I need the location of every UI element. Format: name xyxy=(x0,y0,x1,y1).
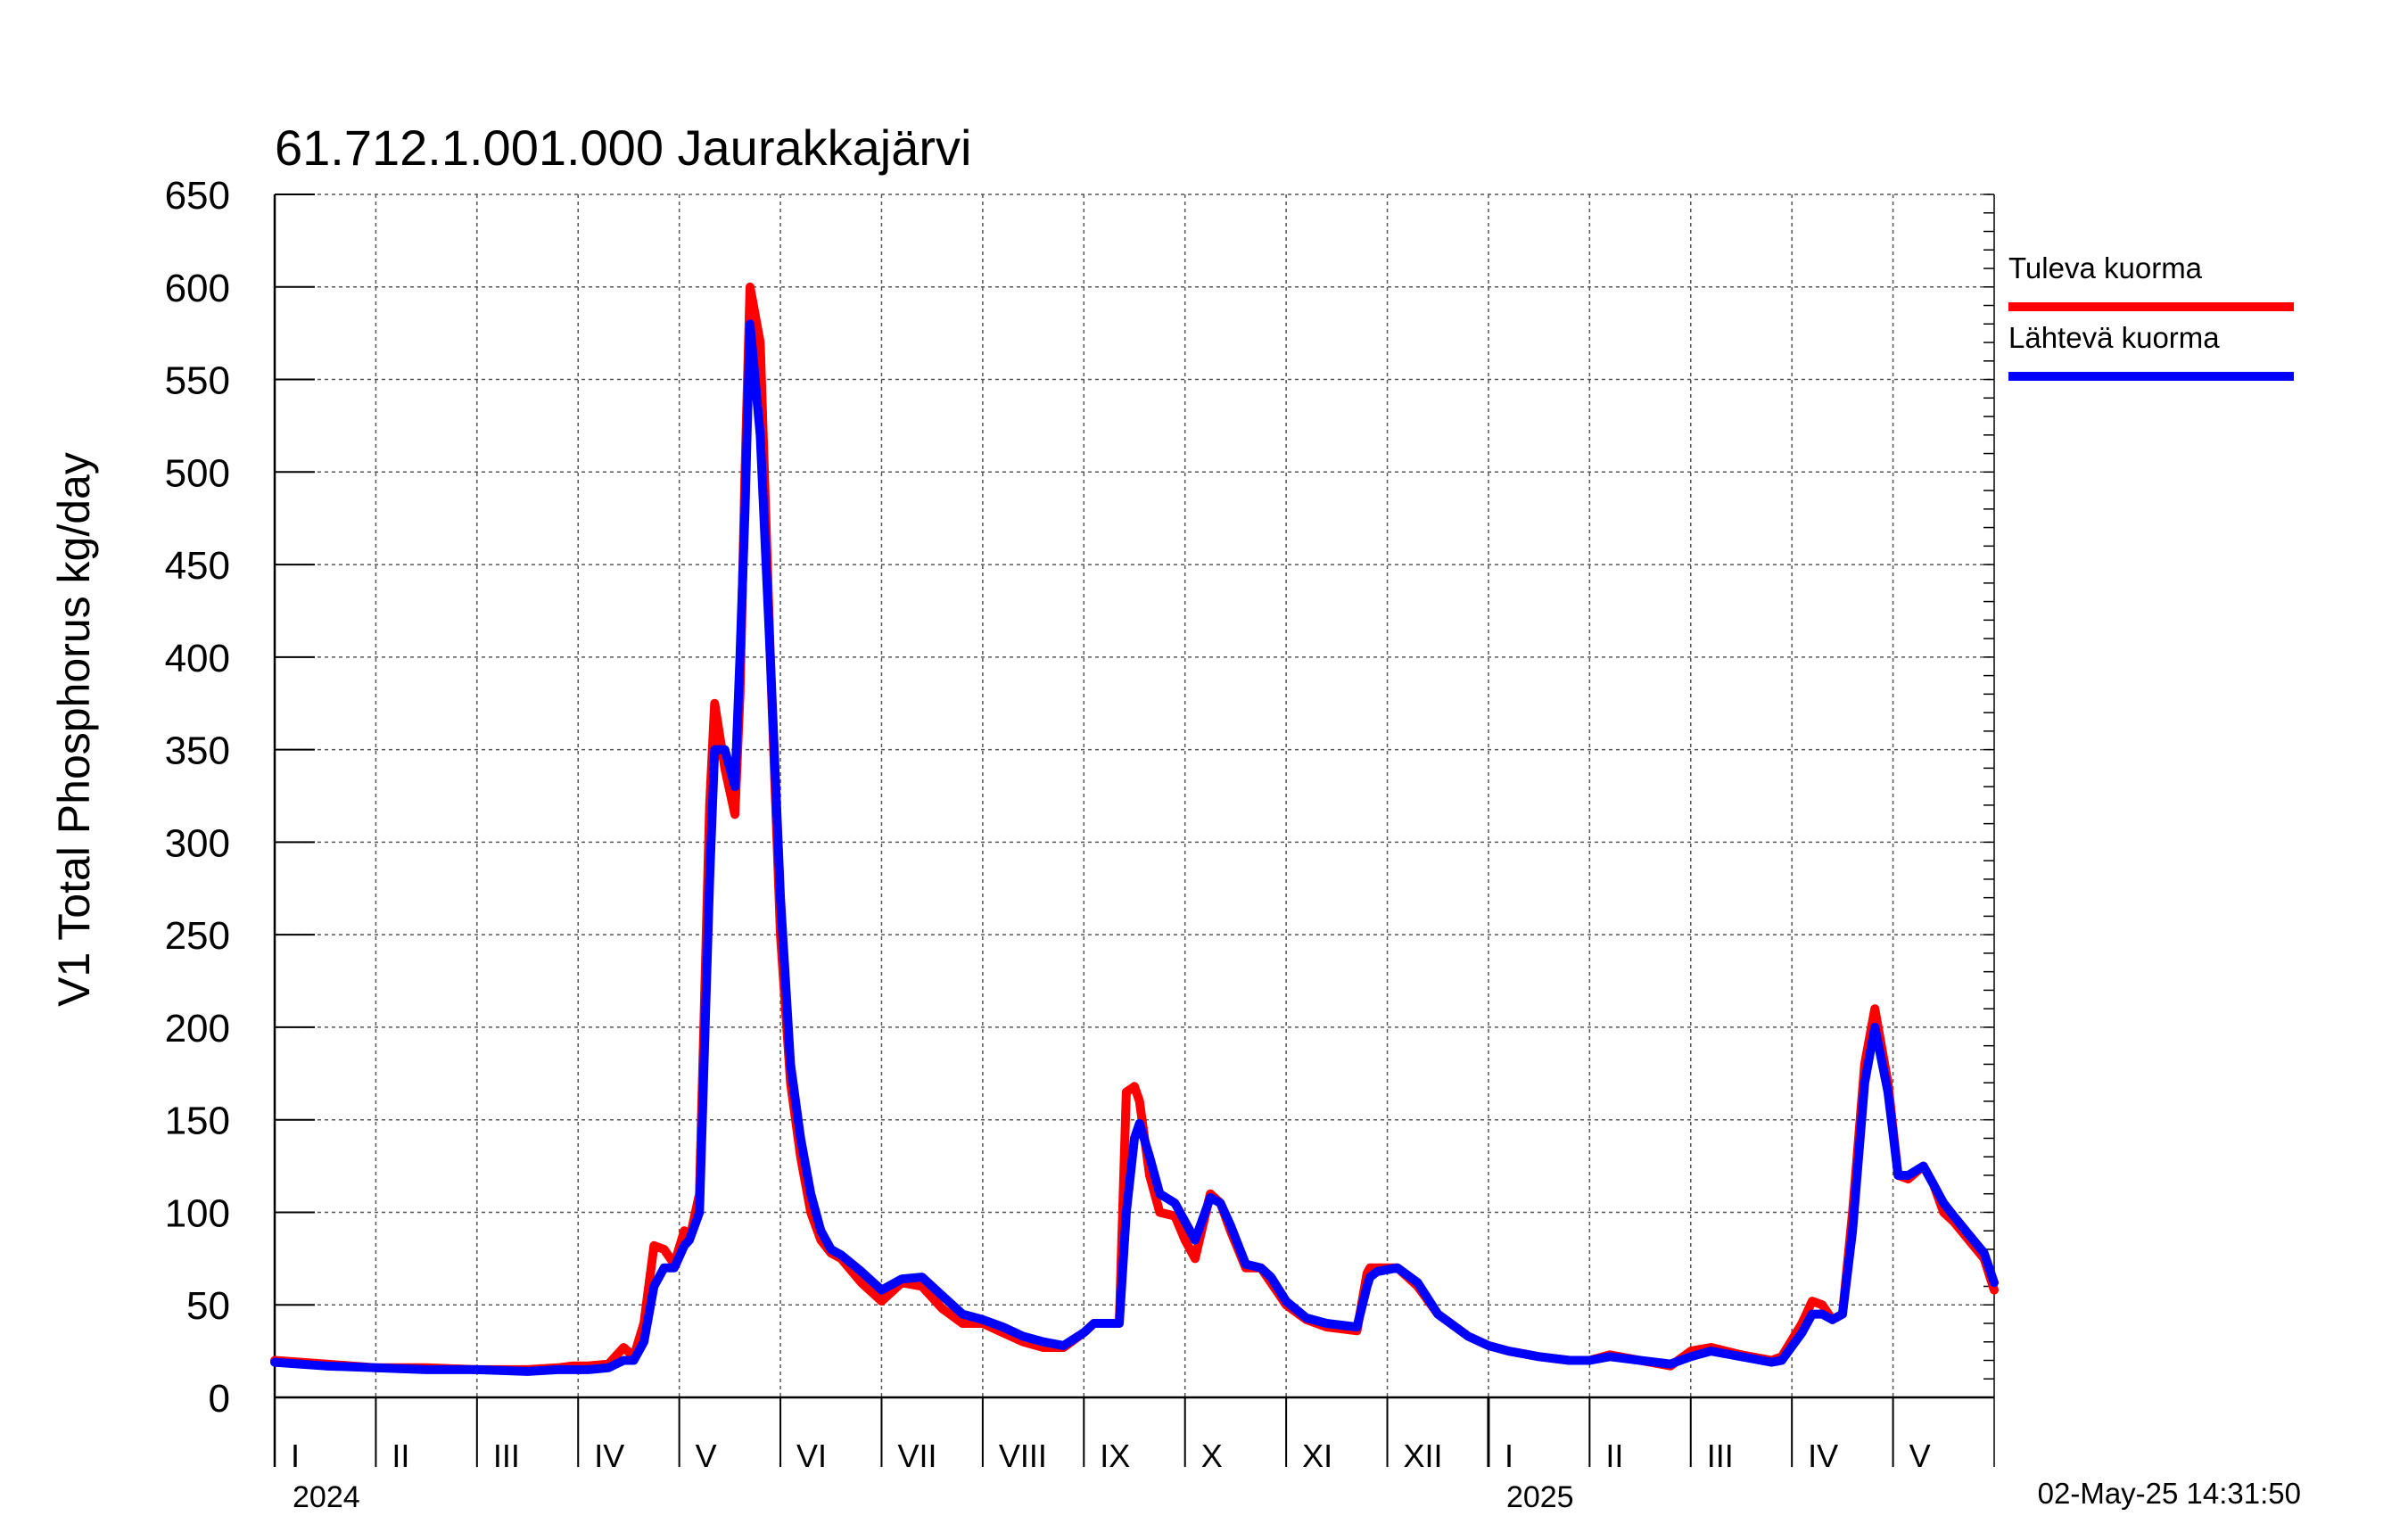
month-label: IX xyxy=(1100,1438,1130,1474)
y-tick-label: 600 xyxy=(165,267,230,310)
y-tick-label: 300 xyxy=(165,821,230,865)
month-label: III xyxy=(1707,1438,1734,1474)
legend-label: Lähtevä kuorma xyxy=(2008,321,2220,354)
y-axis-label: V1 Total Phosphorus kg/day xyxy=(49,452,99,1007)
series-layer xyxy=(270,282,1999,1376)
y-tick-label: 150 xyxy=(165,1100,230,1143)
month-label: VIII xyxy=(999,1438,1047,1474)
month-label: V xyxy=(696,1438,717,1474)
month-label: V xyxy=(1909,1438,1931,1474)
y-tick-label: 450 xyxy=(165,544,230,588)
month-label: XII xyxy=(1404,1438,1443,1474)
y-tick-label: 400 xyxy=(165,637,230,680)
y-tick-label: 0 xyxy=(209,1377,230,1421)
chart-title: 61.712.1.001.000 Jaurakkajärvi xyxy=(275,119,971,176)
grid xyxy=(275,194,1994,1397)
axes: 0 50 100 150 200 250 300 350 400 450 500 550 600 650 I… xyxy=(165,174,1995,1514)
y-tick-label: 250 xyxy=(165,914,230,958)
month-label: IV xyxy=(1808,1438,1838,1474)
timestamp: 02-May-25 14:31:50 xyxy=(2038,1477,2301,1510)
month-label: III xyxy=(493,1438,520,1474)
y-tick-label: 200 xyxy=(165,1007,230,1050)
y-tick-label: 100 xyxy=(165,1191,230,1235)
series-line-lahteva-kuorma xyxy=(270,319,1999,1376)
month-label: I xyxy=(1505,1438,1513,1474)
legend-label: Tuleva kuorma xyxy=(2008,251,2203,284)
legend: Tuleva kuorma Lähtevä kuorma xyxy=(2008,251,2294,381)
y-tick-label: 50 xyxy=(186,1284,230,1328)
year-label: 2025 xyxy=(1506,1480,1574,1514)
y-tick-label: 350 xyxy=(165,729,230,773)
month-label: X xyxy=(1201,1438,1223,1474)
y-tick-label: 550 xyxy=(165,359,230,403)
year-label: 2024 xyxy=(293,1480,360,1514)
month-label: IV xyxy=(594,1438,624,1474)
month-label: I xyxy=(291,1438,300,1474)
y-tick-label: 500 xyxy=(165,451,230,495)
y-tick-label: 650 xyxy=(165,174,230,218)
month-label: XI xyxy=(1302,1438,1332,1474)
month-label: VII xyxy=(897,1438,936,1474)
month-label: II xyxy=(1605,1438,1623,1474)
month-label: II xyxy=(392,1438,409,1474)
month-label: VI xyxy=(796,1438,827,1474)
